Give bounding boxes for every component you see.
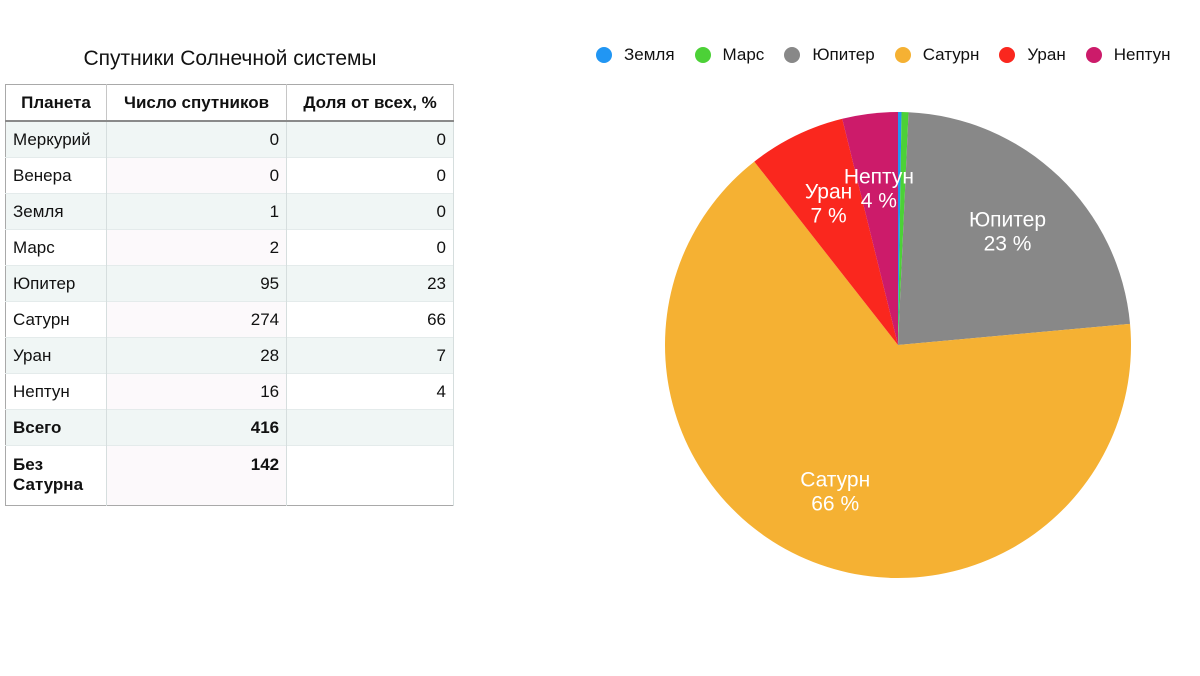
without-saturn-row: Без Сатурна 142 <box>5 445 454 506</box>
pie-slice[interactable] <box>898 112 1131 346</box>
legend-label: Земля <box>624 45 675 64</box>
moons-cell: 0 <box>106 157 288 194</box>
legend-item[interactable]: Юпитер <box>784 45 875 65</box>
share-cell: 23 <box>286 265 454 302</box>
moons-cell: 28 <box>106 337 288 374</box>
table-header-row: Планета Число спутников Доля от всех, % <box>5 84 454 122</box>
table-row: Уран 28 7 <box>5 337 454 374</box>
planet-cell: Уран <box>5 337 107 374</box>
legend-item[interactable]: Сатурн <box>894 45 980 65</box>
table-row: Юпитер 95 23 <box>5 265 454 302</box>
legend-item[interactable]: Марс <box>694 45 765 65</box>
share-cell: 0 <box>286 157 454 194</box>
without-saturn-label: Без Сатурна <box>5 445 107 506</box>
share-cell: 4 <box>286 373 454 410</box>
planet-cell: Меркурий <box>5 120 107 158</box>
table-title: Спутники Солнечной системы <box>83 47 377 70</box>
pie-slice[interactable] <box>842 112 898 345</box>
planet-cell: Венера <box>5 157 107 194</box>
legend-item[interactable]: Нептун <box>1085 45 1171 65</box>
moons-table: Планета Число спутников Доля от всех, % … <box>5 84 454 506</box>
slice-data-label: Сатурн 66 % <box>800 468 870 515</box>
pie-slice[interactable] <box>898 112 902 345</box>
chart-legend: Земля Марс Юпитер Сатурн Уран Нептун <box>596 45 1191 65</box>
table-row: Нептун 16 4 <box>5 373 454 410</box>
planet-cell: Марс <box>5 229 107 266</box>
moons-cell: 95 <box>106 265 288 302</box>
header-share: Доля от всех, % <box>286 84 454 122</box>
planet-cell: Юпитер <box>5 265 107 302</box>
pie-slice[interactable] <box>664 161 1131 579</box>
slice-data-label: Юпитер 23 % <box>969 209 1046 256</box>
total-row: Всего 416 <box>5 409 454 446</box>
total-label: Всего <box>5 409 107 446</box>
legend-swatch <box>596 47 612 63</box>
legend-label: Юпитер <box>812 45 875 64</box>
pie-slice[interactable] <box>898 112 909 345</box>
table-row: Марс 2 0 <box>5 229 454 266</box>
legend-label: Нептун <box>1113 45 1171 64</box>
empty-cell <box>286 445 454 506</box>
header-planet: Планета <box>5 84 107 122</box>
share-cell: 0 <box>286 229 454 266</box>
planet-cell: Земля <box>5 193 107 230</box>
header-moons: Число спутников <box>106 84 288 122</box>
legend-swatch <box>999 47 1016 63</box>
moons-cell: 1 <box>106 193 288 230</box>
table-row: Земля 1 0 <box>5 193 454 230</box>
legend-swatch <box>894 47 911 63</box>
moons-cell: 2 <box>106 229 288 266</box>
legend-label: Уран <box>1027 45 1066 64</box>
legend-swatch <box>1085 47 1102 63</box>
total-value: 416 <box>106 409 288 446</box>
table-row: Венера 0 0 <box>5 157 454 194</box>
empty-cell <box>286 409 454 446</box>
share-cell: 0 <box>286 120 454 158</box>
without-saturn-value: 142 <box>106 445 288 506</box>
planet-cell: Нептун <box>5 373 107 410</box>
table-row: Меркурий 0 0 <box>5 120 454 158</box>
share-cell: 0 <box>286 193 454 230</box>
pie-slice[interactable] <box>754 118 898 346</box>
slice-data-label: Нептун 4 % <box>844 166 914 213</box>
planet-cell: Сатурн <box>5 301 107 338</box>
legend-swatch <box>784 47 801 63</box>
legend-item[interactable]: Уран <box>999 45 1066 65</box>
share-cell: 66 <box>286 301 454 338</box>
moons-cell: 16 <box>106 373 288 410</box>
moons-cell: 274 <box>106 301 288 338</box>
legend-swatch <box>694 47 711 63</box>
legend-label: Сатурн <box>922 45 980 64</box>
share-cell: 7 <box>286 337 454 374</box>
slice-data-label: Уран 7 % <box>805 181 852 228</box>
moons-cell: 0 <box>106 120 288 158</box>
legend-item[interactable]: Земля <box>596 45 675 65</box>
table-row: Сатурн 274 66 <box>5 301 454 338</box>
legend-label: Марс <box>722 45 765 64</box>
